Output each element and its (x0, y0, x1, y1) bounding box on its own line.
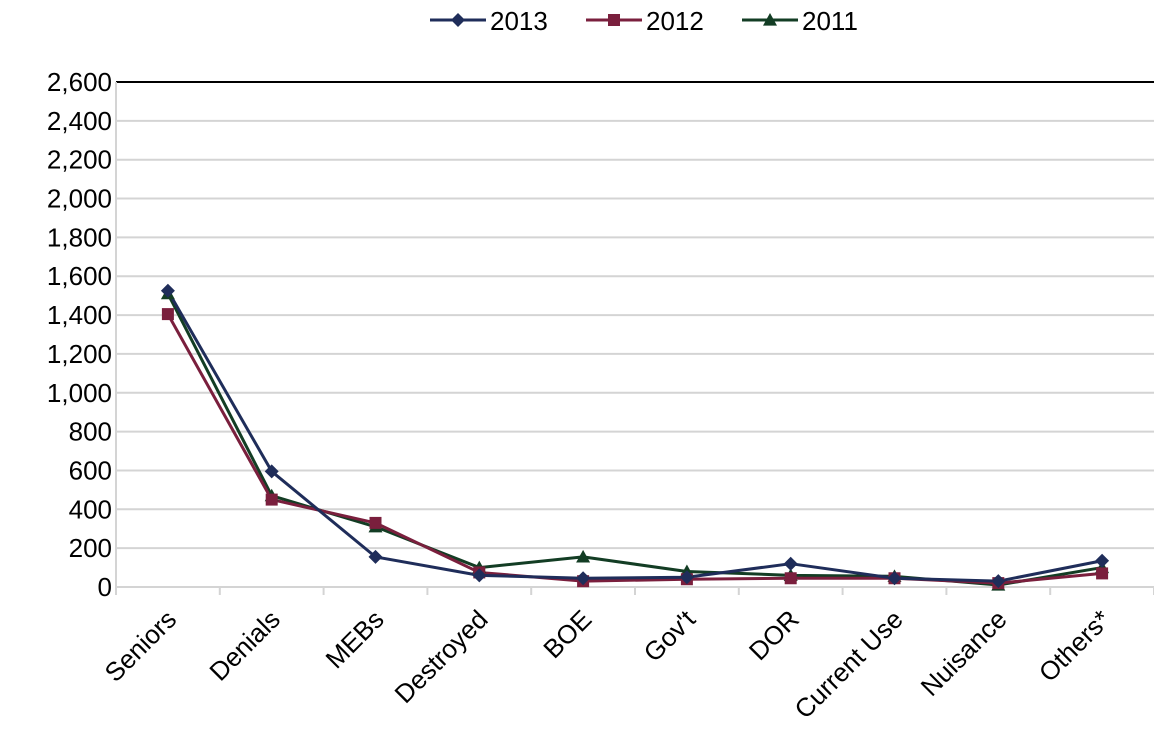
y-tick-label: 1,200 (47, 339, 112, 369)
legend-label-2011: 2011 (802, 6, 858, 36)
data-point-2012 (265, 493, 278, 506)
y-tick-label: 1,800 (47, 222, 112, 252)
x-category-label: Destroyed (389, 604, 494, 709)
y-tick-label: 1,600 (47, 261, 112, 291)
x-category-label: Seniors (99, 604, 183, 688)
series-line-2013 (166, 290, 1103, 583)
data-point-2012 (1096, 567, 1109, 580)
y-tick-label: 1,400 (47, 300, 112, 330)
data-point-2013 (472, 568, 487, 583)
data-point-2013 (160, 283, 175, 298)
gridlines (116, 81, 1154, 550)
data-point-2013 (991, 574, 1006, 589)
legend-marker-2012 (608, 14, 620, 26)
y-tick-label: 2,600 (47, 67, 112, 97)
legend: 2013 2012 2011 (430, 6, 858, 36)
y-tick-label: 2,000 (47, 184, 112, 214)
series-line-2011 (166, 293, 1103, 587)
data-point-2013 (368, 549, 383, 564)
y-tick-label: 0 (98, 572, 112, 602)
y-tick-label: 1,000 (47, 378, 112, 408)
x-category-label: BOE (537, 604, 597, 664)
data-point-2013 (679, 570, 694, 585)
x-category-label: Others* (1033, 604, 1117, 688)
series-lines (166, 290, 1103, 587)
data-markers (160, 283, 1110, 591)
y-tick-label: 2,200 (47, 145, 112, 175)
data-point-2013 (887, 571, 902, 586)
data-point-2013 (576, 571, 591, 586)
x-category-label: MEBs (319, 604, 389, 674)
legend-label-2012: 2012 (646, 6, 704, 36)
data-point-2013 (1095, 553, 1110, 568)
y-tick-label: 200 (69, 533, 112, 563)
data-point-2011 (576, 549, 591, 563)
y-tick-label: 600 (69, 455, 112, 485)
y-tick-label: 800 (69, 417, 112, 447)
y-tick-label: 2,400 (47, 106, 112, 136)
legend-marker-2013 (451, 13, 465, 27)
x-category-label: Denials (203, 604, 286, 687)
x-category-label: DOR (743, 604, 805, 666)
x-category-label: Nuisance (915, 604, 1013, 702)
y-tick-label: 400 (69, 494, 112, 524)
data-point-2013 (783, 556, 798, 571)
data-point-2013 (264, 464, 279, 479)
legend-label-2013: 2013 (490, 6, 548, 36)
data-point-2012 (369, 516, 382, 529)
x-category-label: Gov't (638, 603, 702, 667)
data-point-2012 (161, 308, 174, 321)
legend-marker-2011 (763, 13, 777, 26)
data-point-2012 (784, 572, 797, 585)
x-category-label: Current Use (788, 604, 908, 724)
